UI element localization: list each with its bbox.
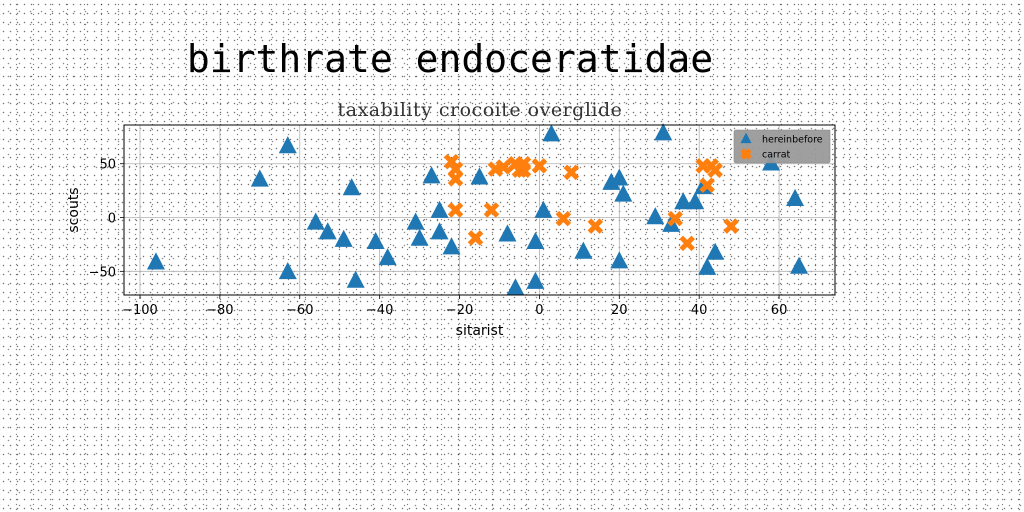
hereinbefore-point	[790, 256, 809, 274]
x-tick-label: −40	[366, 303, 393, 318]
carrat-point	[483, 202, 500, 218]
hereinbefore-point	[146, 252, 165, 270]
hereinbefore-point	[430, 222, 449, 240]
hereinbefore-point	[378, 248, 397, 266]
x-tick-label: −100	[122, 303, 158, 318]
carrat-point	[679, 235, 695, 252]
hereinbefore-point	[422, 166, 441, 184]
carrat-point	[667, 210, 683, 227]
x-tick-label: 60	[771, 303, 788, 318]
hereinbefore-point	[694, 177, 713, 195]
carrat-point	[707, 162, 723, 178]
hereinbefore-point	[334, 229, 353, 247]
legend-marker-carrat	[740, 148, 752, 160]
hereinbefore-point	[250, 169, 269, 187]
legend-label: hereinbefore	[762, 135, 823, 146]
x-tick-label: −80	[206, 303, 233, 318]
hereinbefore-point	[278, 136, 297, 154]
hereinbefore-point	[526, 231, 545, 250]
hereinbefore-point	[686, 192, 705, 210]
y-axis-label: scouts	[66, 187, 82, 232]
legend-marker-hereinbefore	[740, 132, 752, 144]
carrat-point	[587, 218, 604, 234]
hereinbefore-point	[506, 278, 525, 296]
carrat-point	[555, 210, 572, 227]
x-tick-label: −60	[286, 303, 313, 318]
hereinbefore-point	[674, 192, 693, 210]
hereinbefore-point	[278, 262, 297, 280]
carrat-point	[447, 202, 464, 218]
axis-ticks: −100 −80 −60 −40 −20 0 20 40 60 −50 0 50	[89, 158, 788, 318]
hereinbefore-point	[574, 241, 593, 259]
carrat-point	[723, 218, 739, 234]
carrat-point	[531, 158, 548, 174]
axes-title: taxability crocoite overglide	[338, 99, 623, 121]
hereinbefore-point	[442, 237, 461, 255]
hereinbefore-point	[610, 168, 629, 186]
x-tick-label: 0	[535, 303, 543, 318]
hereinbefore-point	[318, 222, 337, 240]
legend-box	[733, 129, 831, 164]
hereinbefore-point	[342, 178, 361, 196]
hereinbefore-point	[602, 172, 621, 190]
hereinbefore-point	[306, 212, 325, 230]
legend-label: carrat	[762, 150, 791, 161]
hereinbefore-point	[406, 212, 425, 230]
carrat-point	[447, 171, 464, 187]
hereinbefore-point	[430, 200, 449, 218]
hereinbefore-point	[610, 251, 629, 269]
hereinbefore-point	[346, 270, 365, 288]
carrat-point	[495, 159, 512, 175]
hereinbefore-point	[646, 207, 665, 225]
hereinbefore-point	[654, 123, 673, 141]
hereinbefore-point	[706, 242, 725, 260]
figure-suptitle: birthrate endoceratidae	[187, 37, 713, 81]
y-tick-label: −50	[89, 265, 116, 280]
hereinbefore-point	[470, 167, 489, 185]
hereinbefore-point	[410, 228, 429, 246]
x-tick-label: 20	[611, 303, 628, 318]
carrat-point	[563, 164, 580, 181]
hereinbefore-point	[498, 224, 517, 242]
hereinbefore-point	[526, 271, 545, 289]
plot-markers	[146, 123, 809, 296]
carrat-point	[467, 230, 484, 246]
x-tick-label: −20	[446, 303, 473, 318]
y-tick-label: 0	[108, 212, 116, 227]
grid-lines	[124, 125, 835, 295]
carrat-point	[515, 162, 532, 178]
legend: hereinbefore carrat	[733, 129, 831, 164]
hereinbefore-point	[542, 124, 561, 142]
plot-frame	[123, 124, 836, 296]
x-axis-label: sitarist	[456, 323, 504, 339]
x-tick-label: 40	[691, 303, 708, 318]
carrat-point	[699, 177, 715, 194]
hereinbefore-point	[786, 188, 805, 206]
y-tick-label: 50	[99, 158, 116, 173]
hereinbefore-point	[366, 231, 385, 250]
hereinbefore-point	[534, 200, 553, 218]
hereinbefore-point	[698, 257, 717, 275]
hereinbefore-point	[614, 184, 633, 202]
